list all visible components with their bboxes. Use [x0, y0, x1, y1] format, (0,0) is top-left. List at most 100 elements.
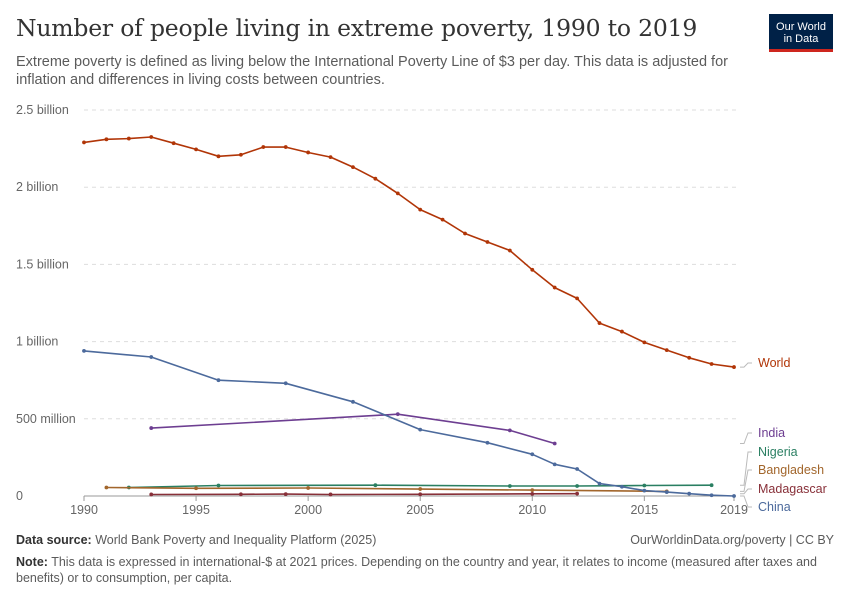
note-text: This data is expressed in international-… — [16, 555, 817, 585]
legend-connector-india — [740, 432, 752, 444]
data-point-china — [687, 491, 692, 496]
data-point-china — [575, 467, 580, 471]
data-point-world — [463, 231, 467, 236]
data-point-madagascar — [328, 492, 333, 497]
legend-label-madagascar: Madagascar — [758, 482, 827, 496]
series-line-world — [83, 136, 735, 368]
data-point-china — [709, 493, 714, 498]
legend-connector-nigeria — [740, 451, 752, 486]
data-point-world — [418, 207, 423, 212]
data-point-bangladesh — [418, 487, 423, 491]
data-point-china — [620, 484, 624, 489]
data-point-world — [575, 296, 580, 301]
data-point-nigeria — [575, 484, 580, 488]
data-point-madagascar — [418, 492, 423, 497]
data-point-world — [440, 217, 445, 222]
legend-connector-madagascar — [740, 488, 752, 495]
data-point-china — [642, 488, 647, 493]
data-point-india — [507, 428, 512, 433]
data-point-china — [664, 490, 669, 495]
data-point-world — [552, 285, 557, 290]
data-point-world — [373, 176, 378, 181]
x-tick-label: 1995 — [182, 503, 210, 517]
data-point-world — [238, 152, 243, 157]
legend-label-india: India — [758, 426, 785, 440]
data-point-world — [328, 155, 333, 159]
data-point-china — [82, 348, 86, 353]
data-point-world — [261, 145, 266, 149]
data-point-world — [597, 321, 602, 325]
x-tick-label: 2015 — [630, 503, 658, 517]
x-tick-label: 2005 — [406, 503, 434, 517]
data-point-china — [552, 462, 557, 467]
source-label: Data source: — [16, 533, 92, 547]
data-point-china — [216, 378, 221, 383]
line-chart: 0 500 million 1 billion 1.5 billion 2 billio… — [16, 103, 827, 517]
data-point-india — [552, 441, 557, 446]
credit-link[interactable]: OurWorldinData.org/poverty | CC BY — [630, 533, 834, 547]
legend-label-world: World — [758, 356, 790, 370]
chart-subtitle: Extreme poverty is defined as living bel… — [16, 54, 728, 88]
data-point-nigeria — [709, 483, 714, 488]
legend-connector-world — [740, 362, 752, 368]
data-point-india — [149, 426, 154, 430]
legend-label-china: China — [758, 500, 791, 514]
data-point-nigeria — [507, 484, 512, 488]
data-point-world — [664, 348, 669, 352]
data-point-world — [126, 136, 131, 141]
data-point-world — [104, 137, 109, 142]
data-point-world — [82, 140, 86, 145]
note-label: Note: — [16, 555, 48, 569]
data-point-china — [485, 440, 490, 445]
y-tick-label: 2.5 billion — [16, 103, 69, 117]
y-tick-label: 2 billion — [16, 180, 58, 194]
data-source: Data source: World Bank Poverty and Ineq… — [16, 533, 376, 547]
legend-connector-china — [740, 495, 752, 508]
logo-line-2: in Data — [783, 33, 819, 45]
data-point-world — [306, 150, 311, 155]
data-point-madagascar — [575, 491, 580, 496]
data-point-bangladesh — [306, 486, 311, 490]
data-point-world — [709, 362, 714, 366]
chart-title: Number of people living in extreme pover… — [16, 14, 698, 42]
data-point-world — [351, 165, 355, 170]
legend-connector-bangladesh — [740, 469, 752, 492]
data-point-world — [283, 145, 288, 149]
data-point-china — [351, 399, 355, 404]
x-tick-label: 1990 — [70, 503, 98, 517]
data-point-bangladesh — [194, 486, 198, 491]
data-point-world — [620, 329, 624, 334]
y-tick-label: 500 million — [16, 412, 76, 426]
data-point-world — [194, 147, 198, 152]
chart-note: Note: This data is expressed in internat… — [16, 554, 836, 586]
data-point-nigeria — [642, 483, 647, 488]
data-point-china — [597, 481, 602, 486]
data-point-china — [418, 427, 423, 432]
data-point-world — [642, 340, 647, 345]
data-point-world — [485, 240, 490, 244]
data-point-world — [216, 154, 221, 159]
data-point-madagascar — [149, 492, 154, 497]
y-tick-label: 1.5 billion — [16, 257, 69, 271]
y-tick-label: 0 — [16, 489, 23, 503]
data-point-world — [149, 135, 154, 139]
data-point-world — [687, 355, 692, 360]
owid-logo[interactable]: Our World in Data — [769, 14, 833, 52]
data-point-madagascar — [530, 491, 535, 496]
legend-label-bangladesh: Bangladesh — [758, 463, 824, 477]
x-tick-label: 2010 — [518, 503, 546, 517]
data-point-madagascar — [238, 492, 243, 497]
series-line-india — [151, 413, 555, 445]
data-point-madagascar — [283, 492, 288, 497]
legend-label-nigeria: Nigeria — [758, 445, 798, 459]
data-point-china — [149, 355, 154, 359]
data-point-bangladesh — [530, 488, 535, 493]
data-point-nigeria — [216, 483, 221, 488]
series-line-madagascar — [151, 492, 578, 496]
x-tick-label: 2019 — [720, 503, 748, 517]
data-point-world — [530, 267, 535, 272]
data-point-china — [283, 381, 288, 386]
data-point-world — [507, 248, 512, 253]
series-line-bangladesh — [106, 486, 667, 493]
source-text[interactable]: World Bank Poverty and Inequality Platfo… — [95, 533, 377, 547]
